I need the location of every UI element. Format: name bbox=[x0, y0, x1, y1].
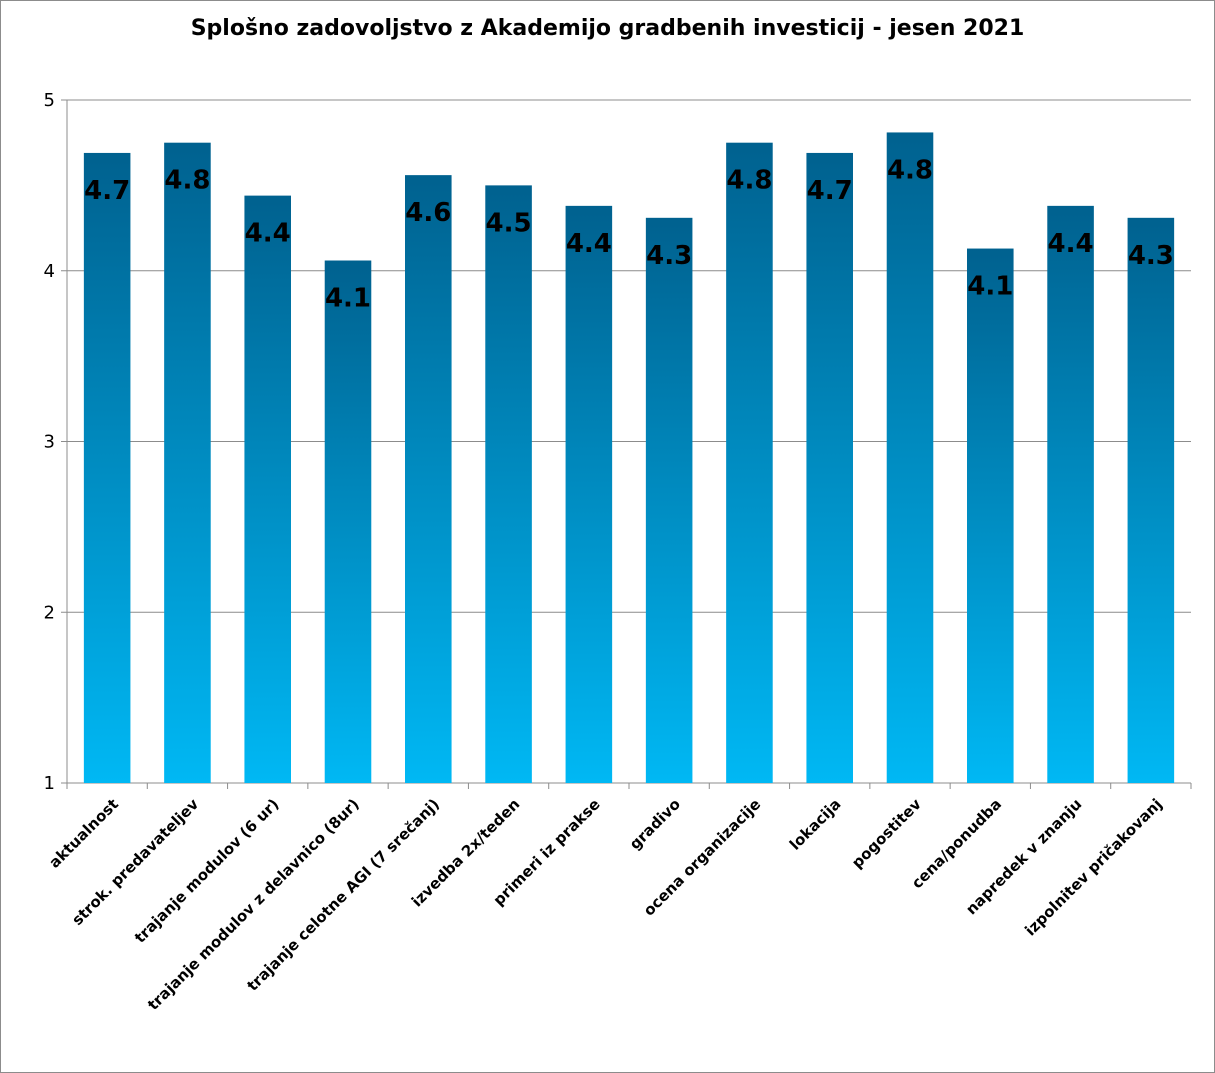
bar-8 bbox=[726, 143, 773, 783]
y-tick-labels: 1 2 3 4 5 bbox=[44, 90, 55, 794]
category-label-0: aktualnost bbox=[45, 795, 122, 872]
bar-2 bbox=[244, 196, 291, 783]
bar-6 bbox=[566, 206, 613, 783]
bar-9 bbox=[806, 153, 853, 783]
grid-lines bbox=[67, 100, 1191, 612]
category-label-7: gradivo bbox=[626, 795, 684, 853]
category-label-9: lokacija bbox=[786, 795, 845, 854]
data-label-1: 4.8 bbox=[164, 166, 210, 196]
data-label-3: 4.1 bbox=[325, 284, 371, 314]
bar-5 bbox=[485, 185, 532, 783]
bar-3 bbox=[325, 261, 372, 783]
bar-0 bbox=[84, 153, 131, 783]
y-tick-label-2: 3 bbox=[44, 432, 55, 453]
y-tick-label-3: 4 bbox=[44, 261, 55, 282]
bar-13 bbox=[1128, 218, 1175, 783]
data-label-7: 4.3 bbox=[646, 241, 692, 271]
data-label-6: 4.4 bbox=[566, 229, 612, 259]
axes bbox=[61, 100, 1191, 789]
bar-4 bbox=[405, 175, 452, 783]
data-label-11: 4.1 bbox=[967, 272, 1013, 302]
data-label-5: 4.5 bbox=[486, 208, 532, 238]
data-label-0: 4.7 bbox=[84, 176, 130, 206]
bar-11 bbox=[967, 249, 1014, 783]
category-label-13: izpolnitev pričakovanj bbox=[1021, 795, 1165, 939]
bar-7 bbox=[646, 218, 693, 783]
y-tick-label-1: 2 bbox=[44, 602, 55, 623]
category-label-2: trajanje modulov (6 ur) bbox=[131, 795, 283, 947]
data-label-9: 4.7 bbox=[807, 176, 853, 206]
bar-1 bbox=[164, 143, 211, 783]
y-tick-label-4: 5 bbox=[44, 90, 55, 111]
data-label-4: 4.6 bbox=[405, 198, 451, 228]
data-label-12: 4.4 bbox=[1048, 229, 1094, 259]
data-label-13: 4.3 bbox=[1128, 241, 1174, 271]
data-label-2: 4.4 bbox=[245, 219, 291, 249]
y-tick-label-0: 1 bbox=[44, 773, 55, 794]
bar-12 bbox=[1047, 206, 1094, 783]
bar-10 bbox=[887, 132, 934, 783]
data-label-10: 4.8 bbox=[887, 155, 933, 185]
data-label-8: 4.8 bbox=[726, 166, 772, 196]
category-label-10: pogostitev bbox=[848, 795, 925, 872]
